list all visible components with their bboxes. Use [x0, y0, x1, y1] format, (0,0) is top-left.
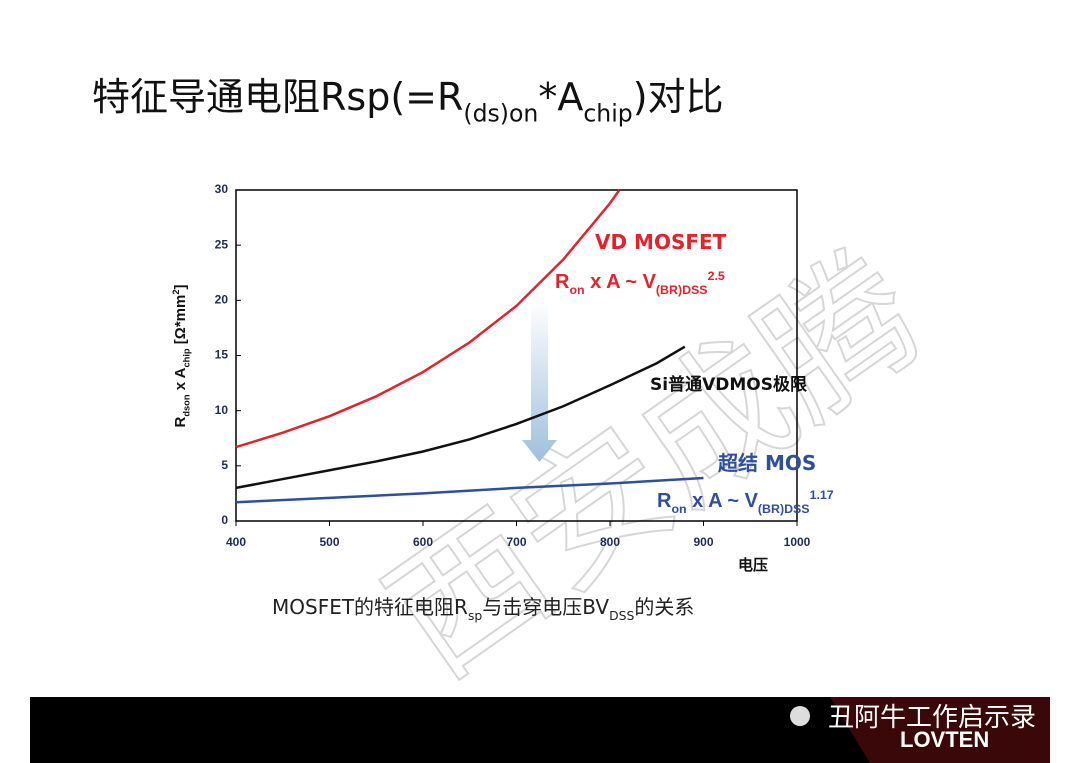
- subscript: on: [671, 502, 686, 516]
- x-tick-label: 600: [413, 535, 433, 549]
- subscript: on: [569, 283, 584, 297]
- y-tick-label: 15: [215, 348, 229, 362]
- text-run: )对比: [633, 75, 724, 119]
- formula-annotation: Ron x A ~ V(BR)DSS2.5: [555, 269, 725, 297]
- x-tick-label: 400: [226, 535, 246, 549]
- slide-title: 特征导通电阻Rsp(=R(ds)on*Achip)对比: [92, 75, 724, 127]
- text-run: MOSFET的特征电阻R: [272, 595, 468, 619]
- series-label: 超结 MOS: [717, 451, 816, 475]
- superscript: 1.17: [810, 488, 834, 502]
- subscript: (BR)DSS: [656, 283, 708, 297]
- text-run: ]: [172, 284, 189, 289]
- superscript: 2.5: [708, 269, 725, 283]
- x-tick-label: 500: [319, 535, 339, 549]
- text-run: R: [657, 490, 672, 512]
- series-line: [235, 189, 621, 449]
- text-run: x A ~ V: [687, 490, 759, 512]
- subscript: (ds)on: [463, 99, 538, 127]
- footer-logo: LOVTEN: [900, 727, 989, 752]
- subscript: sp: [468, 608, 482, 623]
- text-run: 与击穿电压BV: [482, 595, 609, 619]
- x-tick-label: 700: [506, 535, 526, 549]
- y-axis-label: Rdson x Achip [Ω*mm2]: [171, 284, 192, 427]
- text-run: R: [172, 417, 189, 428]
- x-tick-label: 1000: [784, 535, 811, 549]
- y-tick-label: 30: [215, 182, 229, 196]
- arrow: [522, 300, 557, 462]
- footer-accent: [830, 697, 1050, 763]
- text-run: x A: [172, 367, 189, 394]
- x-tick-label: 900: [693, 535, 713, 549]
- text-run: x A ~ V: [585, 271, 657, 293]
- y-tick-label: 5: [221, 458, 228, 472]
- superscript: 2: [171, 289, 181, 294]
- x-tick-label: 800: [600, 535, 620, 549]
- text-run: 的关系: [634, 595, 694, 619]
- text-run: R: [555, 271, 570, 293]
- y-tick-label: 10: [215, 403, 229, 417]
- y-tick-label: 20: [215, 293, 229, 307]
- subscript: DSS: [609, 608, 634, 623]
- subscript: dson: [182, 394, 192, 417]
- y-tick-label: 25: [215, 237, 229, 251]
- series-line: [235, 476, 704, 504]
- text-run: [Ω*mm: [172, 295, 189, 349]
- caption: MOSFET的特征电阻Rsp与击穿电压BVDSS的关系: [272, 595, 694, 623]
- text-run: 特征导通电阻Rsp(=R: [92, 75, 463, 119]
- text-run: *A: [538, 75, 583, 119]
- wechat-icon: [790, 706, 810, 726]
- subscript: chip: [182, 348, 192, 367]
- y-tick-label: 0: [221, 513, 228, 527]
- subscript: (BR)DSS: [758, 502, 810, 516]
- series-line: [235, 345, 686, 490]
- formula-annotation: Ron x A ~ V(BR)DSS1.17: [657, 488, 834, 516]
- subscript: chip: [583, 99, 632, 127]
- series-label: Si普通VDMOS极限: [650, 374, 807, 395]
- plot: 0 5 10 15 20 25 30 400 500 600 700 800 900 1000 电压 Rdso…: [171, 182, 834, 574]
- series-label: VD MOSFET: [595, 230, 727, 254]
- footer-account: 丑阿牛工作启示录: [828, 703, 1036, 733]
- x-axis-label: 电压: [738, 556, 768, 574]
